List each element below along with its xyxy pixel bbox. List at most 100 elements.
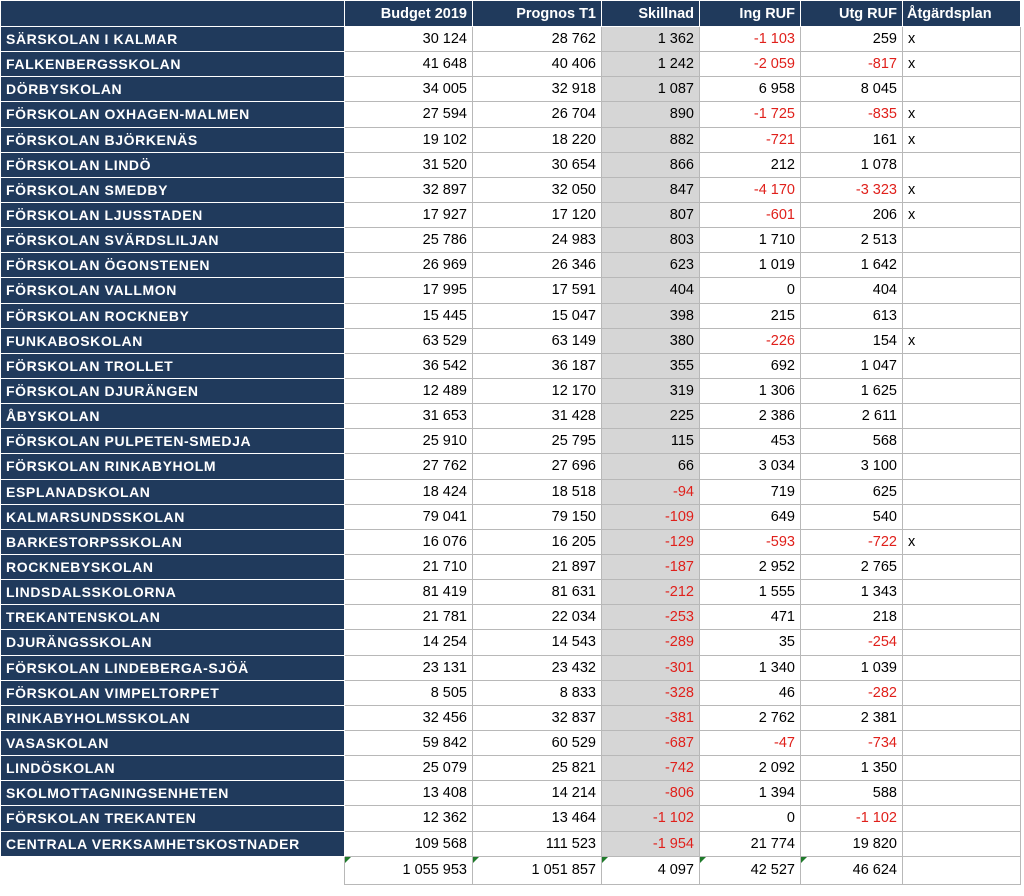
cell-ing-ruf[interactable]: -47 <box>699 729 801 757</box>
cell-ing-ruf[interactable]: 471 <box>699 604 801 631</box>
cell-prognos[interactable]: 26 346 <box>472 252 602 279</box>
cell-skillnad[interactable]: -1 954 <box>601 830 700 857</box>
total-ing-ruf[interactable]: 42 527 <box>699 855 801 885</box>
cell-budget[interactable]: 17 995 <box>344 277 473 304</box>
totals-blank-cell[interactable] <box>0 855 345 885</box>
cell-atgardsplan[interactable] <box>902 428 1021 455</box>
cell-ing-ruf[interactable]: 1 306 <box>699 377 801 405</box>
cell-ing-ruf[interactable]: 21 774 <box>699 830 801 857</box>
cell-skillnad[interactable]: -94 <box>601 478 700 505</box>
cell-budget[interactable]: 32 456 <box>344 704 473 731</box>
header-ing-ruf[interactable]: Ing RUF <box>699 0 801 27</box>
cell-name[interactable]: FÖRSKOLAN LINDÖ <box>0 151 345 178</box>
cell-name[interactable]: BARKESTORPSSKOLAN <box>0 528 345 555</box>
cell-name[interactable]: FÖRSKOLAN DJURÄNGEN <box>0 377 345 405</box>
cell-atgardsplan[interactable]: x <box>902 528 1021 555</box>
cell-prognos[interactable]: 12 170 <box>472 377 602 405</box>
cell-name[interactable]: FÖRSKOLAN ÖGONSTENEN <box>0 252 345 279</box>
cell-utg-ruf[interactable]: 8 045 <box>800 76 903 103</box>
cell-skillnad[interactable]: -301 <box>601 654 700 681</box>
cell-ing-ruf[interactable]: 1 019 <box>699 252 801 279</box>
cell-name[interactable]: FÖRSKOLAN SVÄRDSLILJAN <box>0 227 345 254</box>
cell-ing-ruf[interactable]: 1 394 <box>699 780 801 807</box>
cell-skillnad[interactable]: 355 <box>601 352 700 379</box>
cell-prognos[interactable]: 18 220 <box>472 126 602 153</box>
cell-atgardsplan[interactable] <box>902 755 1021 782</box>
cell-budget[interactable]: 12 362 <box>344 805 473 832</box>
cell-name[interactable]: SÄRSKOLAN I KALMAR <box>0 25 345 53</box>
cell-skillnad[interactable]: -109 <box>601 503 700 530</box>
cell-skillnad[interactable]: 1 087 <box>601 76 700 103</box>
cell-budget[interactable]: 79 041 <box>344 503 473 530</box>
cell-skillnad[interactable]: 225 <box>601 403 700 430</box>
cell-budget[interactable]: 27 762 <box>344 453 473 480</box>
cell-skillnad[interactable]: 404 <box>601 277 700 304</box>
cell-budget[interactable]: 19 102 <box>344 126 473 153</box>
cell-skillnad[interactable]: -289 <box>601 629 700 656</box>
header-skillnad[interactable]: Skillnad <box>601 0 700 27</box>
cell-skillnad[interactable]: -687 <box>601 729 700 757</box>
cell-budget[interactable]: 59 842 <box>344 729 473 757</box>
cell-atgardsplan[interactable] <box>902 76 1021 103</box>
cell-ing-ruf[interactable]: 3 034 <box>699 453 801 480</box>
cell-name[interactable]: RINKABYHOLMSSKOLAN <box>0 704 345 731</box>
cell-skillnad[interactable]: 882 <box>601 126 700 153</box>
header-utg-ruf[interactable]: Utg RUF <box>800 0 903 27</box>
cell-ing-ruf[interactable]: -1 103 <box>699 25 801 53</box>
cell-prognos[interactable]: 32 050 <box>472 176 602 203</box>
cell-budget[interactable]: 12 489 <box>344 377 473 405</box>
cell-prognos[interactable]: 40 406 <box>472 51 602 78</box>
cell-utg-ruf[interactable]: -734 <box>800 729 903 757</box>
header-budget[interactable]: Budget 2019 <box>344 0 473 27</box>
cell-ing-ruf[interactable]: 215 <box>699 302 801 329</box>
cell-atgardsplan[interactable]: x <box>902 101 1021 128</box>
cell-prognos[interactable]: 28 762 <box>472 25 602 53</box>
cell-atgardsplan[interactable] <box>902 830 1021 857</box>
cell-atgardsplan[interactable] <box>902 805 1021 832</box>
cell-prognos[interactable]: 32 918 <box>472 76 602 103</box>
cell-utg-ruf[interactable]: 3 100 <box>800 453 903 480</box>
cell-prognos[interactable]: 16 205 <box>472 528 602 555</box>
cell-atgardsplan[interactable] <box>902 277 1021 304</box>
header-atgardsplan[interactable]: Åtgärdsplan <box>902 0 1021 27</box>
cell-utg-ruf[interactable]: 218 <box>800 604 903 631</box>
cell-utg-ruf[interactable]: 613 <box>800 302 903 329</box>
cell-atgardsplan[interactable]: x <box>902 51 1021 78</box>
cell-ing-ruf[interactable]: 35 <box>699 629 801 656</box>
cell-ing-ruf[interactable]: 46 <box>699 679 801 706</box>
cell-atgardsplan[interactable]: x <box>902 25 1021 53</box>
cell-budget[interactable]: 18 424 <box>344 478 473 505</box>
cell-name[interactable]: DÖRBYSKOLAN <box>0 76 345 103</box>
cell-name[interactable]: FÖRSKOLAN BJÖRKENÄS <box>0 126 345 153</box>
cell-utg-ruf[interactable]: 206 <box>800 201 903 229</box>
cell-budget[interactable]: 30 124 <box>344 25 473 53</box>
cell-utg-ruf[interactable]: 1 343 <box>800 579 903 606</box>
cell-utg-ruf[interactable]: -1 102 <box>800 805 903 832</box>
cell-budget[interactable]: 81 419 <box>344 579 473 606</box>
cell-name[interactable]: FÖRSKOLAN TROLLET <box>0 352 345 379</box>
cell-budget[interactable]: 31 520 <box>344 151 473 178</box>
cell-prognos[interactable]: 18 518 <box>472 478 602 505</box>
cell-utg-ruf[interactable]: 1 642 <box>800 252 903 279</box>
cell-name[interactable]: FÖRSKOLAN ROCKNEBY <box>0 302 345 329</box>
cell-prognos[interactable]: 24 983 <box>472 227 602 254</box>
cell-prognos[interactable]: 14 543 <box>472 629 602 656</box>
cell-skillnad[interactable]: 1 242 <box>601 51 700 78</box>
cell-ing-ruf[interactable]: -721 <box>699 126 801 153</box>
cell-utg-ruf[interactable]: 154 <box>800 327 903 354</box>
cell-atgardsplan[interactable] <box>902 151 1021 178</box>
cell-atgardsplan[interactable]: x <box>902 201 1021 229</box>
header-prognos[interactable]: Prognos T1 <box>472 0 602 27</box>
cell-name[interactable]: FÖRSKOLAN OXHAGEN-MALMEN <box>0 101 345 128</box>
cell-budget[interactable]: 32 897 <box>344 176 473 203</box>
cell-skillnad[interactable]: -129 <box>601 528 700 555</box>
cell-utg-ruf[interactable]: -3 323 <box>800 176 903 203</box>
cell-prognos[interactable]: 17 591 <box>472 277 602 304</box>
cell-ing-ruf[interactable]: 212 <box>699 151 801 178</box>
cell-atgardsplan[interactable] <box>902 453 1021 480</box>
cell-utg-ruf[interactable]: 19 820 <box>800 830 903 857</box>
cell-budget[interactable]: 26 969 <box>344 252 473 279</box>
cell-prognos[interactable]: 14 214 <box>472 780 602 807</box>
header-blank-cell[interactable] <box>0 0 345 27</box>
cell-utg-ruf[interactable]: -254 <box>800 629 903 656</box>
